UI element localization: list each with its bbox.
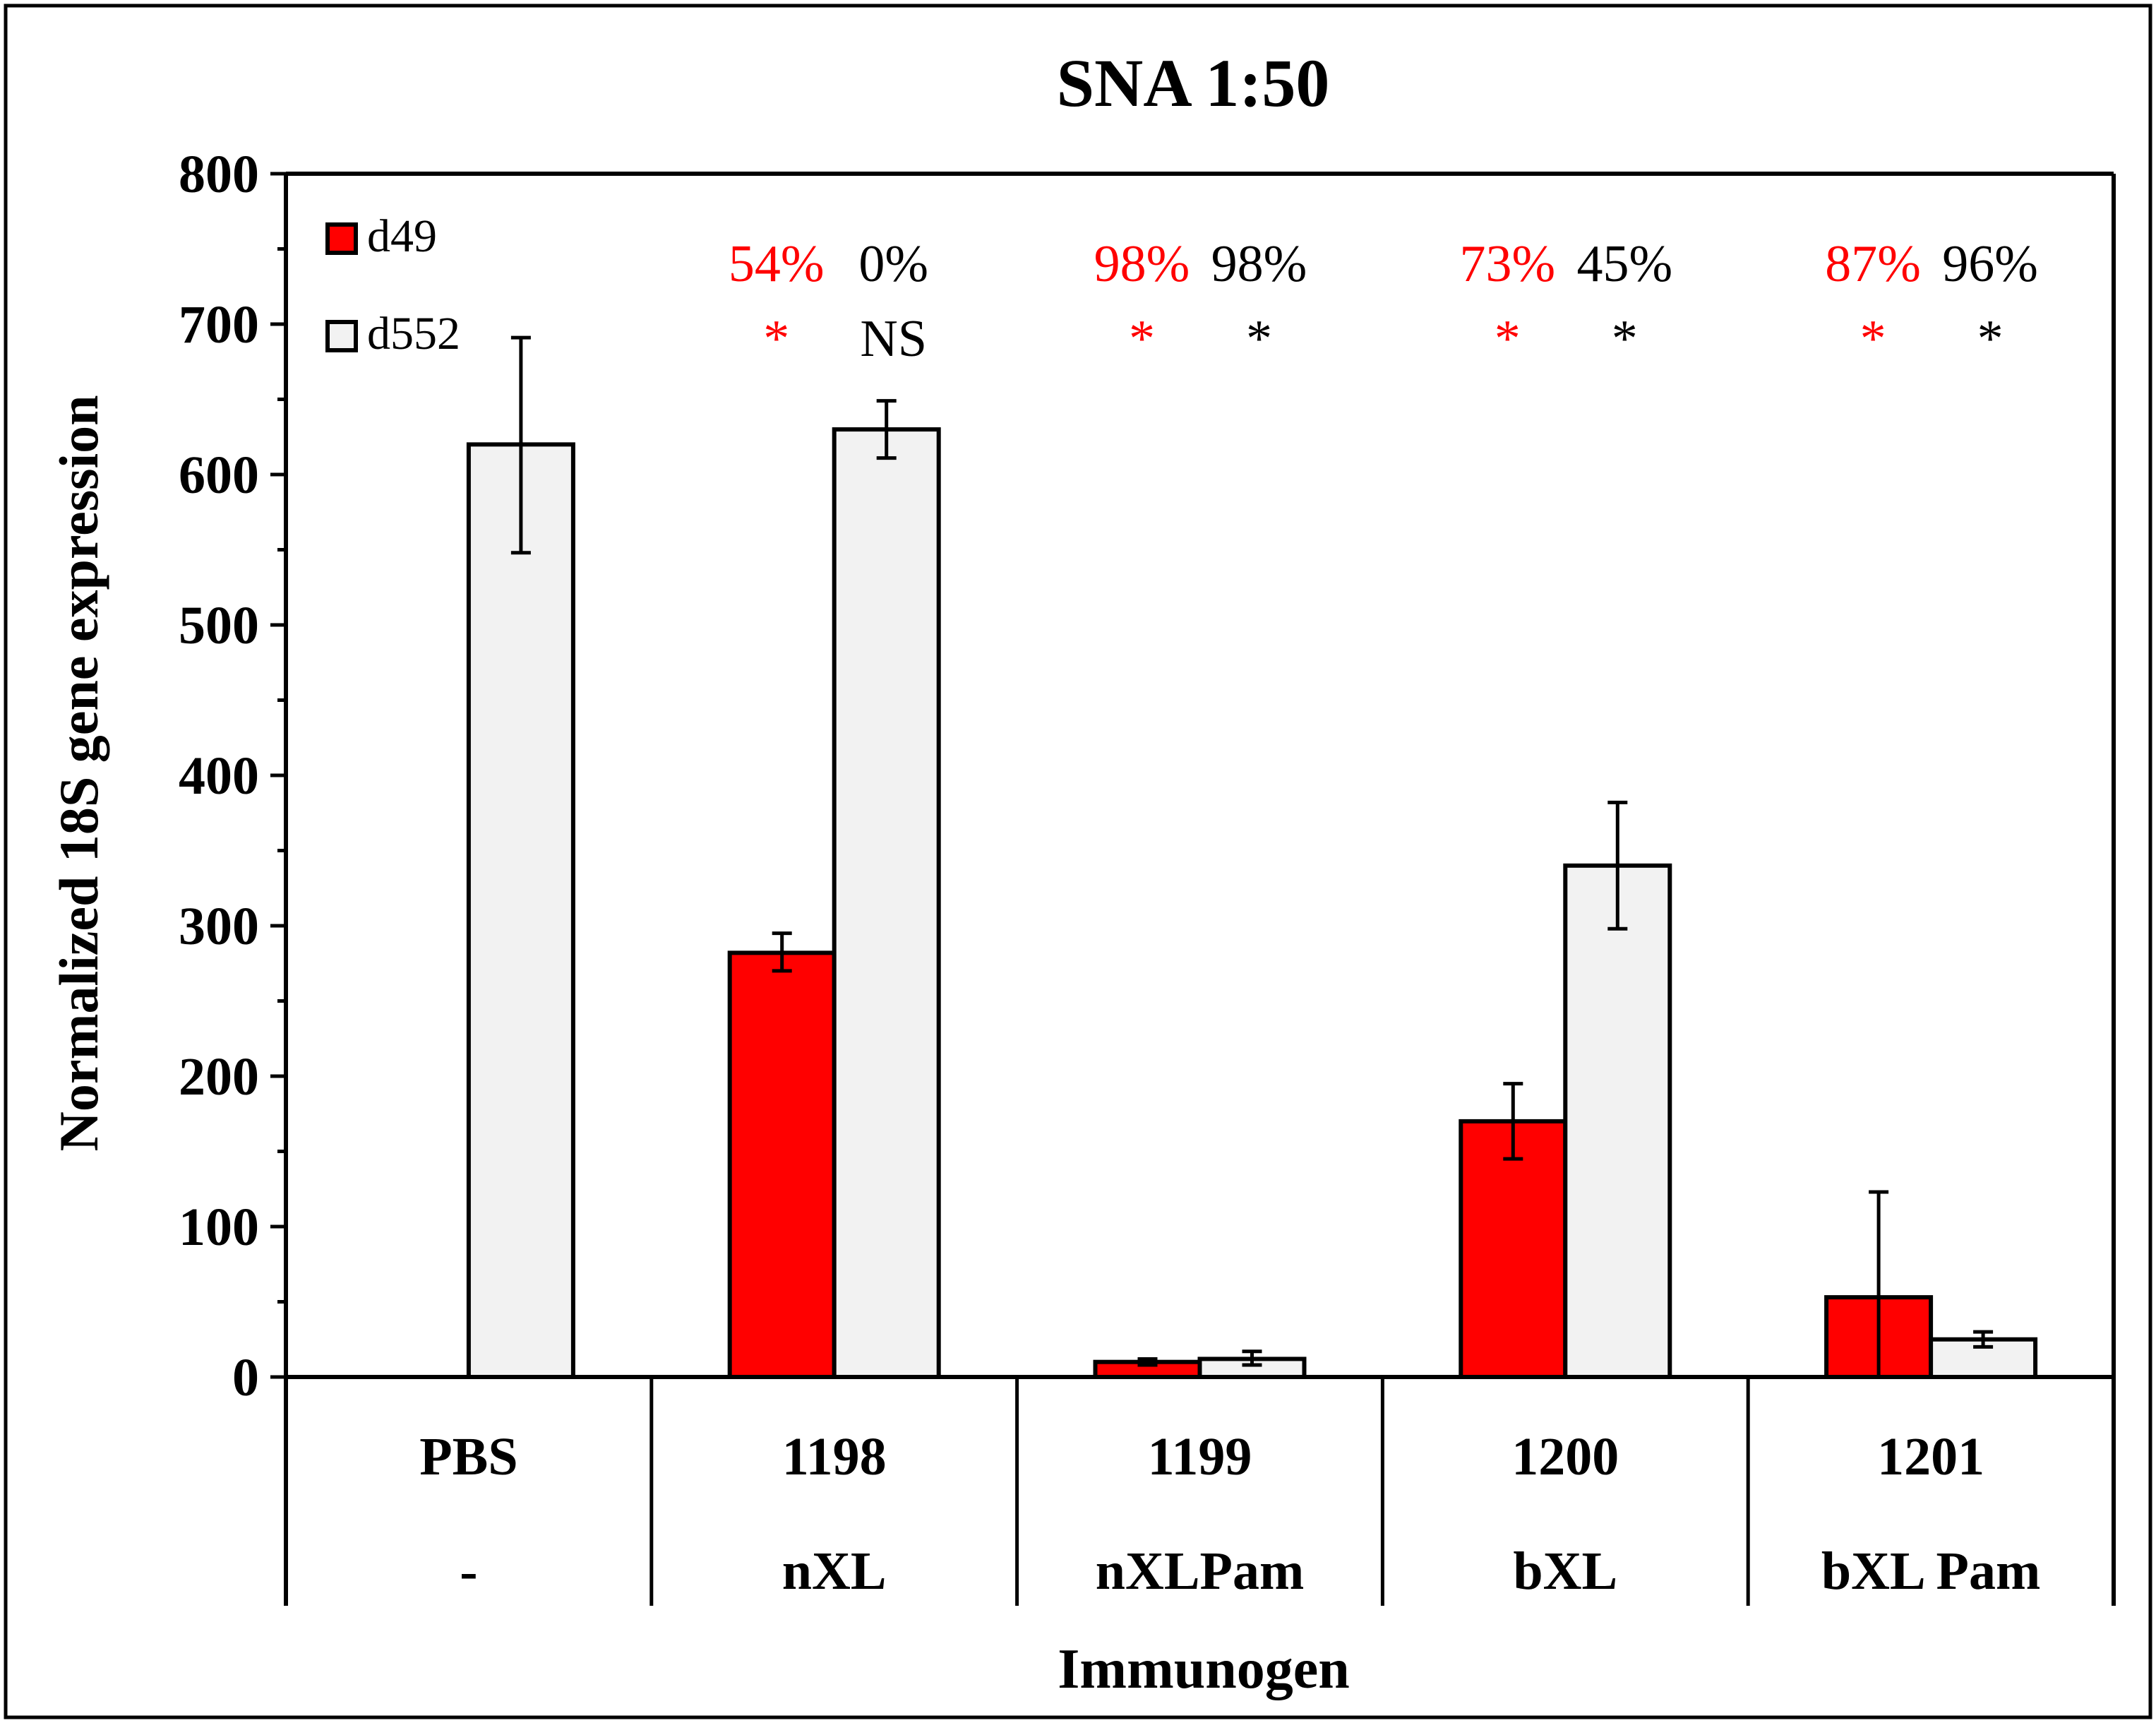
annotation-d49-percent: 54% [729, 235, 825, 293]
annotation-d552-significance: * [1977, 310, 2004, 368]
annotation-d552-significance: NS [860, 310, 927, 368]
y-tick-label: 600 [179, 446, 259, 505]
category-label: 1198 [782, 1427, 887, 1486]
legend-label-d49: d49 [367, 210, 437, 262]
category-separators [649, 1377, 1750, 1606]
annotation-d552-percent: 45% [1576, 235, 1672, 293]
chart-title: SNA 1:50 [1057, 45, 1330, 121]
annotation-d49-significance: * [1860, 310, 1886, 368]
bar-d49-1198 [727, 950, 837, 1379]
legend-swatch-d49 [325, 222, 358, 255]
category-label: 1201 [1877, 1427, 1984, 1486]
bars [466, 427, 2038, 1380]
category-label: PBS [419, 1427, 517, 1486]
annotation-d49-significance: * [763, 310, 789, 368]
y-tick-label: 0 [232, 1348, 259, 1407]
subcategory-label: - [460, 1542, 477, 1601]
category-label: 1200 [1511, 1427, 1619, 1486]
bar-d552-1200 [1563, 863, 1672, 1380]
subcategory-label: bXL [1513, 1542, 1617, 1601]
category-labels: PBS - 1198 nXL 1199 nXLPam 1200 bXL 1201 bXL Pam [419, 1427, 2040, 1601]
y-axis-label: Normalized 18S gene expression [48, 395, 109, 1152]
subcategory-label: nXL [782, 1542, 887, 1601]
legend: d49 d552 [325, 210, 460, 359]
y-tick-label: 800 [179, 145, 259, 204]
annotation-d49-percent: 73% [1459, 235, 1555, 293]
y-tick-label: 300 [179, 897, 259, 956]
significance-annotations: 54% * 0% NS 98% * 98% * 73% * 45% * 87% * 96% * [729, 235, 2038, 368]
y-tick-label: 200 [179, 1047, 259, 1107]
y-axis-ticks: 0 100 200 300 400 500 600 700 800 [179, 145, 286, 1407]
subcategory-label: nXLPam [1096, 1542, 1305, 1601]
annotation-d49-percent: 98% [1094, 235, 1190, 293]
chart-frame [4, 4, 2152, 1719]
annotation-d552-percent: 96% [1942, 235, 2038, 293]
legend-swatch-d552 [325, 320, 358, 352]
annotation-d49-percent: 87% [1825, 235, 1921, 293]
category-label: 1199 [1148, 1427, 1252, 1486]
annotation-d552-percent: 98% [1211, 235, 1307, 293]
y-tick-label: 400 [179, 746, 259, 806]
y-tick-label: 100 [179, 1198, 259, 1257]
annotation-d552-percent: 0% [858, 235, 928, 293]
subcategory-label: bXL Pam [1821, 1542, 2040, 1601]
annotation-d552-significance: * [1612, 310, 1638, 368]
legend-label-d552: d552 [367, 308, 460, 359]
annotation-d49-significance: * [1495, 310, 1521, 368]
annotation-d552-significance: * [1246, 310, 1272, 368]
bar-d552-1198 [832, 427, 941, 1379]
x-axis-label: Immunogen [1058, 1638, 1349, 1700]
y-tick-label: 700 [179, 295, 259, 354]
annotation-d49-significance: * [1129, 310, 1155, 368]
y-tick-label: 500 [179, 596, 259, 655]
bar-d552-PBS [466, 442, 575, 1379]
